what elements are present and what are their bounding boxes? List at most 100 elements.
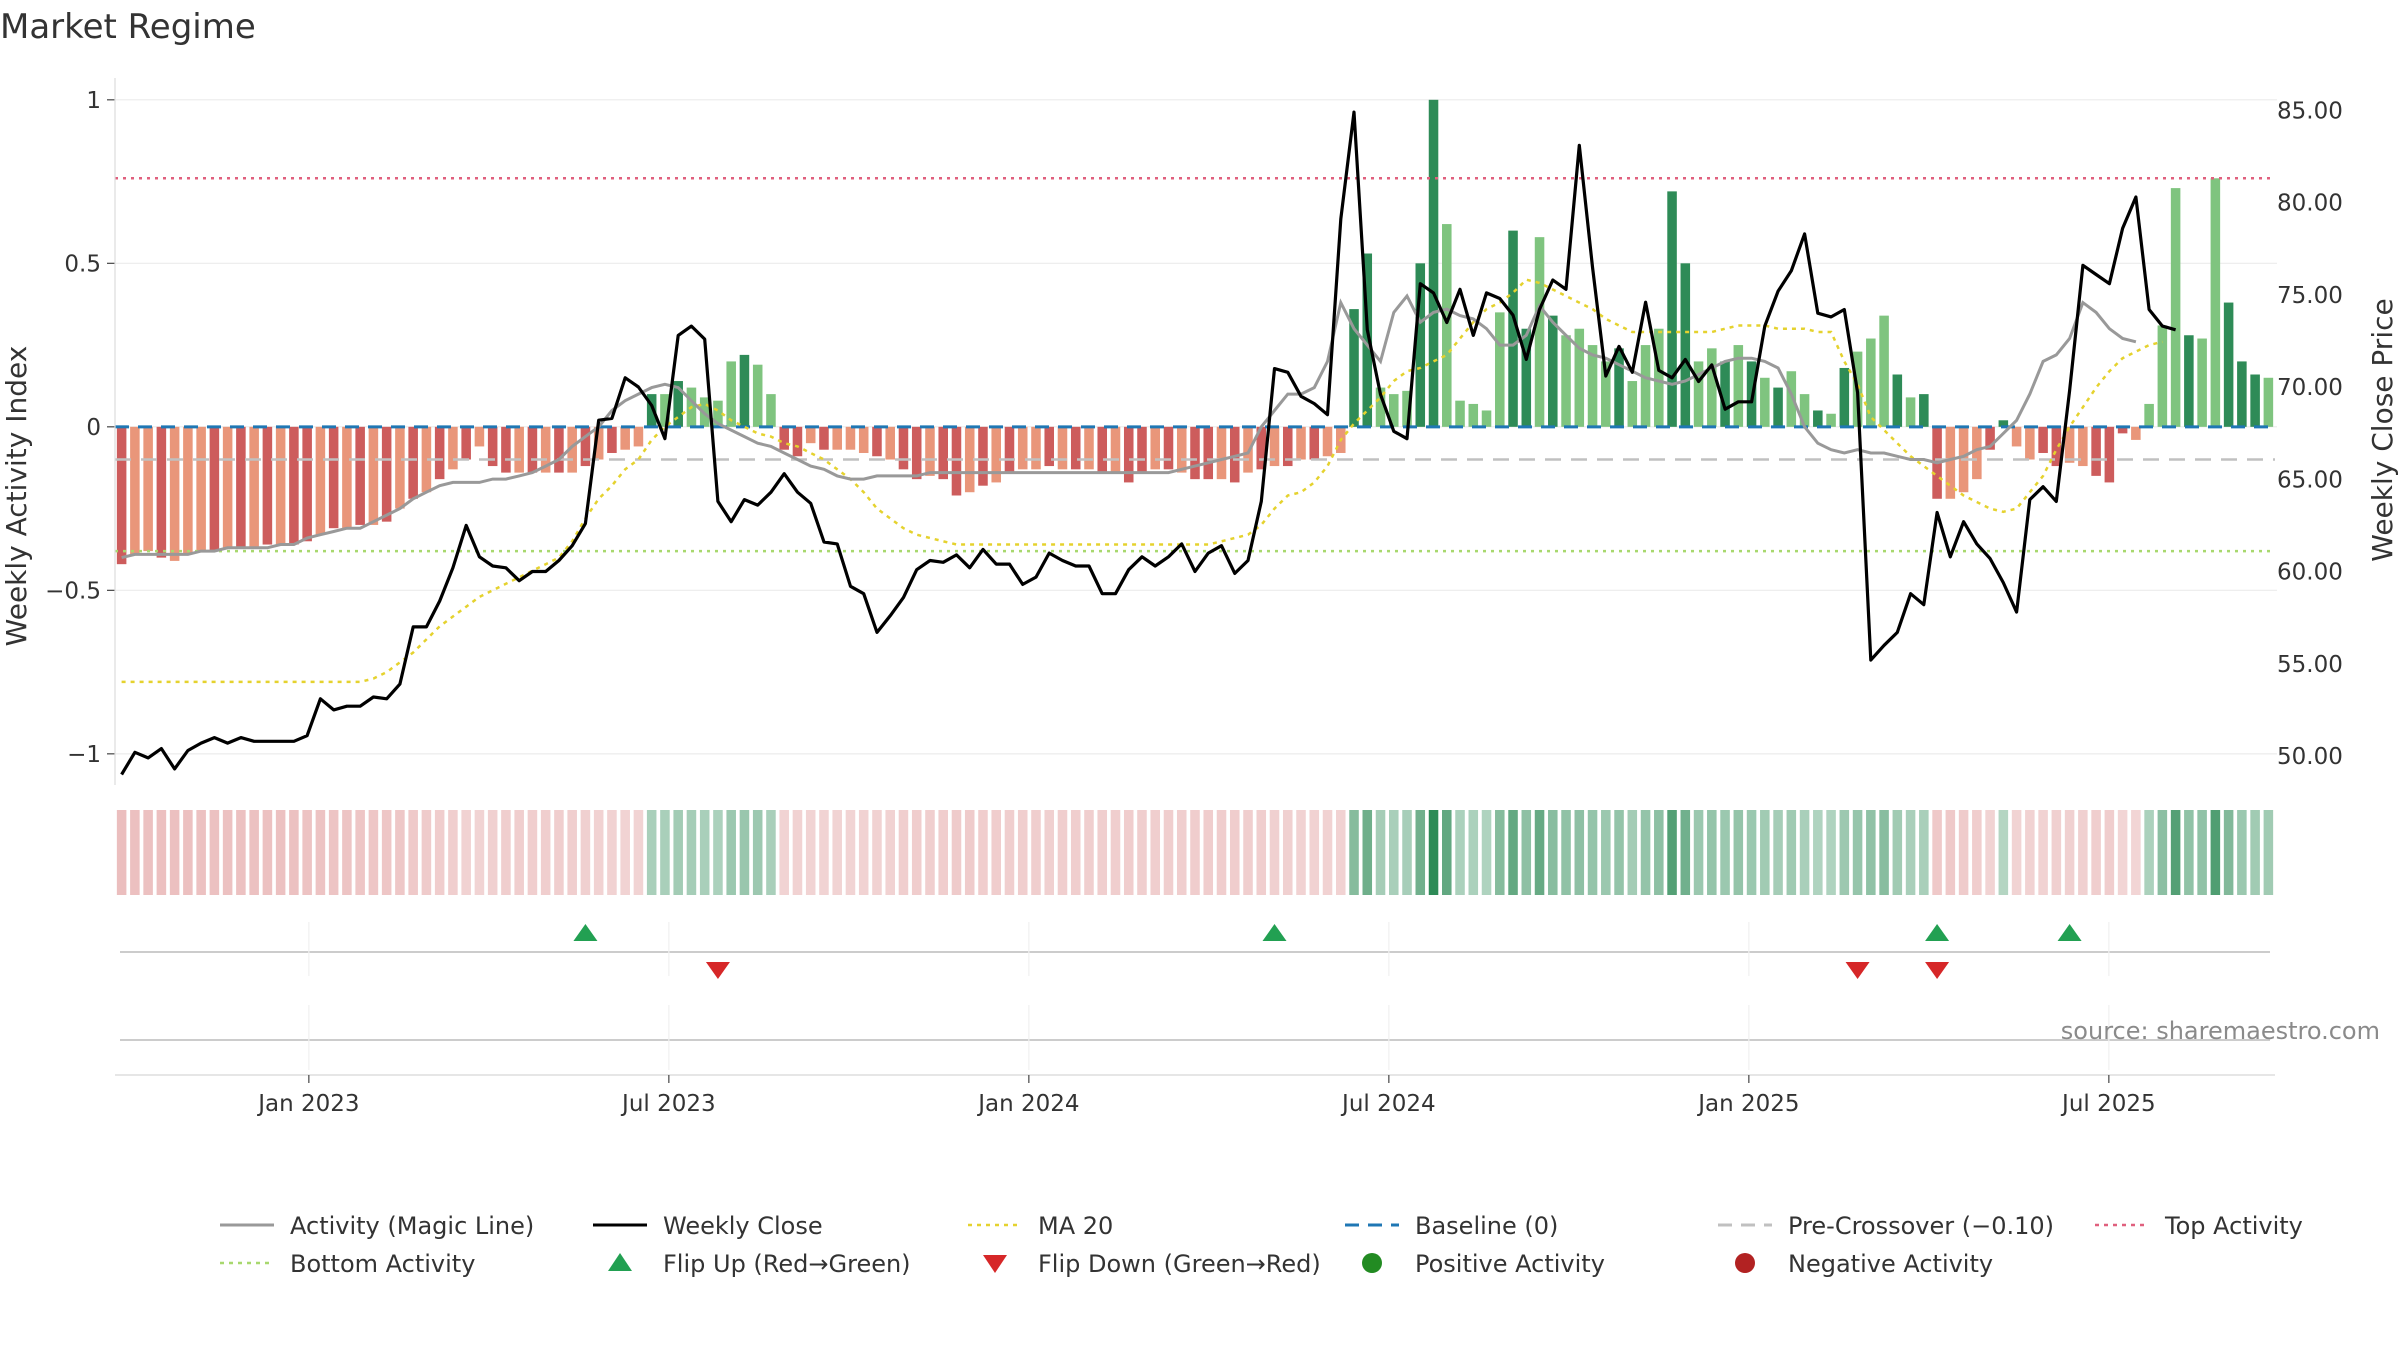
activity-bar <box>1017 426 1028 470</box>
activity-bar <box>1892 374 1903 427</box>
regime-strip-cell <box>607 810 617 895</box>
activity-bar <box>302 426 312 542</box>
activity-bar <box>2011 426 2022 447</box>
activity-bar <box>1548 315 1558 427</box>
activity-bar <box>1773 387 1783 427</box>
activity-bar <box>1866 338 1876 427</box>
activity-bar <box>1402 390 1412 427</box>
activity-bar <box>1998 420 2009 427</box>
y2-tick-label: 85.00 <box>2277 98 2343 124</box>
activity-bar <box>1389 394 1399 427</box>
regime-strip-cell <box>1932 810 1942 895</box>
activity-bar <box>1322 426 1333 457</box>
activity-bar <box>2091 426 2101 476</box>
regime-strip-cell <box>1335 810 1346 895</box>
activity-bar <box>1614 348 1624 427</box>
x-axis: Jan 2023 Jul 2023 Jan 2024 Jul 2024 Jan 2025… <box>115 1074 2275 1117</box>
activity-bar <box>1826 413 1836 427</box>
activity-bar <box>1587 345 1598 427</box>
y-axis-left: 1 0.5 0 −0.5 −1 <box>45 78 116 785</box>
activity-bar <box>2117 426 2128 434</box>
activity-bar <box>501 426 511 473</box>
activity-bar <box>2064 426 2075 463</box>
regime-strip-cell <box>766 810 776 895</box>
regime-strip-cell <box>1998 810 2009 895</box>
activity-bar <box>421 426 432 493</box>
source-credit: source: sharemaestro.com <box>2061 1017 2380 1045</box>
activity-bar <box>209 426 220 552</box>
y-tick-label: −1 <box>67 742 101 768</box>
activity-bar <box>752 364 763 427</box>
x-tick-label: Jan 2023 <box>256 1091 359 1117</box>
activity-bar <box>1044 426 1055 467</box>
regime-strip-cell <box>1799 810 1810 895</box>
regime-strip-cell <box>368 810 379 895</box>
regime-strip-cell <box>1150 810 1161 895</box>
regime-strip-cell <box>395 810 405 895</box>
activity-bar <box>726 361 736 427</box>
regime-strip-cell <box>964 810 975 895</box>
x-tick-label: Jan 2024 <box>976 1091 1079 1117</box>
regime-strip-cell <box>1601 810 1611 895</box>
activity-bar <box>1733 345 1744 427</box>
regime-strip-cell <box>1070 810 1081 895</box>
activity-bar <box>381 426 392 522</box>
regime-strip-cell <box>713 810 723 895</box>
legend-label: Activity (Magic Line) <box>290 1212 534 1240</box>
regime-strip-cell <box>1667 810 1677 895</box>
flip-up-marker <box>2057 924 2082 941</box>
activity-bar <box>1654 328 1664 427</box>
activity-bar <box>845 426 856 450</box>
magic-line <box>121 293 2137 560</box>
activity-bar <box>236 426 246 548</box>
activity-bars <box>116 99 2274 565</box>
regime-strip-cell <box>593 810 604 895</box>
y2-tick-label: 55.00 <box>2277 652 2343 678</box>
regime-strip-cell <box>2250 810 2260 895</box>
y-axis-label: Weekly Activity Index <box>0 346 33 647</box>
regime-strip-cell <box>752 810 763 895</box>
regime-strip-cell <box>1972 810 1982 895</box>
regime-strip-cell <box>1879 810 1889 895</box>
flip-markers-panel <box>120 922 2270 979</box>
regime-strip-cell <box>2237 810 2247 895</box>
legend: Activity (Magic Line) Weekly Close MA 20 Ba… <box>220 1212 2303 1278</box>
regime-strip-cell <box>2011 810 2022 895</box>
activity-bar <box>1680 263 1691 427</box>
regime-strip-cell <box>872 810 882 895</box>
x-tick-label: Jan 2025 <box>1696 1091 1799 1117</box>
regime-strip-cell <box>951 810 962 895</box>
activity-bar <box>1031 426 1041 470</box>
regime-strip-cell <box>620 810 630 895</box>
legend-label: Weekly Close <box>663 1212 823 1240</box>
regime-strip-cell <box>1640 810 1651 895</box>
activity-bar <box>1495 312 1505 427</box>
y2-tick-label: 50.00 <box>2277 744 2343 770</box>
activity-bar <box>395 426 405 509</box>
y-tick-label: 0.5 <box>64 251 101 277</box>
activity-bar <box>660 394 670 427</box>
regime-strip-cell <box>1733 810 1744 895</box>
regime-strip-cell <box>1826 810 1836 895</box>
regime-strip-cell <box>1813 810 1823 895</box>
ma20-line <box>121 278 2163 684</box>
regime-strip-cell <box>1773 810 1783 895</box>
regime-strip-cell <box>381 810 392 895</box>
activity-bar <box>1163 426 1174 470</box>
regime-strip-cell <box>858 810 869 895</box>
activity-bar <box>1362 253 1373 427</box>
activity-bar <box>1468 403 1479 427</box>
legend-label: Pre-Crossover (−0.10) <box>1788 1212 2054 1240</box>
activity-bar <box>2078 426 2088 467</box>
regime-strip-cell <box>1919 810 1929 895</box>
activity-bar <box>275 426 286 545</box>
legend-item: Bottom Activity <box>220 1250 475 1278</box>
activity-bar <box>540 426 551 473</box>
activity-bar <box>1879 315 1889 427</box>
regime-strip-cell <box>1176 810 1187 895</box>
regime-strip-cell <box>1548 810 1558 895</box>
regime-strip-cell <box>342 810 352 895</box>
activity-bar <box>262 426 273 545</box>
y-tick-label: 0 <box>86 415 101 441</box>
activity-bar <box>1296 426 1306 460</box>
